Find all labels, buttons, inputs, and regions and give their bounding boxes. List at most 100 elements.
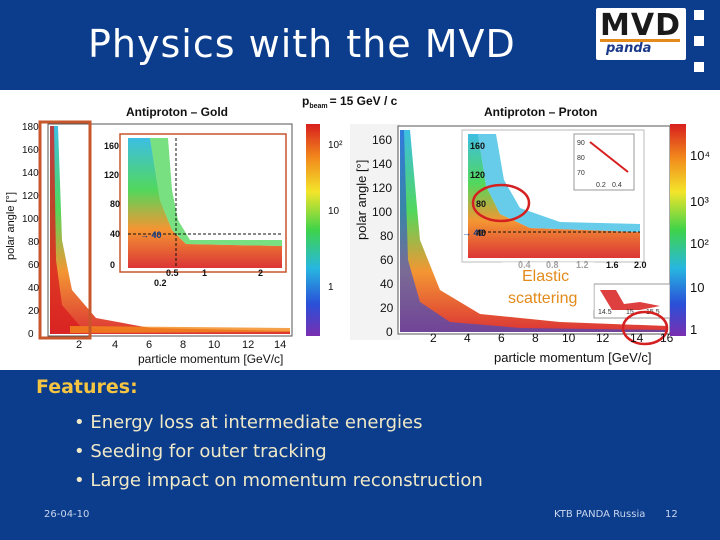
right-ytick: 0 [386, 325, 393, 339]
left-xtick: 10 [208, 339, 220, 351]
right-inset-xtick: 2.0 [634, 260, 647, 270]
left-x-ticks: 2 4 6 8 10 12 14 [76, 339, 286, 351]
right-ytick: 120 [372, 181, 392, 195]
left-xtick: 2 [76, 339, 82, 351]
list-item: Seeding for outer tracking [74, 437, 483, 466]
left-ytick: 120 [22, 191, 39, 202]
right-xtick: 6 [498, 331, 505, 345]
elastic-highlight-ellipse [621, 310, 669, 346]
left-highlight-box [38, 120, 92, 340]
left-inset-xtick: 0.5 [166, 268, 179, 278]
features-list: Energy loss at intermediate energies See… [74, 408, 483, 495]
right-colorbar-label: 10² [690, 236, 709, 251]
left-xtick: 4 [112, 339, 118, 351]
left-colorbar-label: 1 [328, 282, 334, 293]
right-inset-ytick: 40 [476, 228, 486, 238]
elastic-label-line2: scattering [508, 290, 577, 307]
left-inset-ytick: 120 [104, 170, 119, 180]
zoom-inset-xtick: 15 [626, 309, 634, 316]
small-inset-ytick: 70 [577, 170, 585, 177]
footer-page-number: 12 [665, 509, 678, 520]
footer-date: 26-04-10 [44, 509, 90, 520]
elastic-label-line1: Elastic [522, 268, 569, 285]
right-xtick: 14 [630, 331, 644, 345]
left-y-ticks: 0 20 40 60 80 100 120 140 160 180 [22, 122, 40, 340]
right-inset-ytick: 80 [476, 199, 486, 209]
physics-figure: Antiproton – Gold pbeam = 15 GeV / c → 40… [0, 90, 720, 370]
footer-org: KTB PANDA Russia [554, 509, 646, 520]
logo-sub-text: panda [606, 41, 652, 56]
right-ytick: 60 [380, 253, 394, 267]
small-inset-line [589, 141, 629, 173]
right-ylabel: polar angle [°] [354, 160, 369, 240]
left-heatmap-band [50, 126, 290, 334]
left-inset-ytick: 0 [110, 260, 115, 270]
left-xtick: 14 [274, 339, 286, 351]
left-xlabel: particle momentum [GeV/c] [138, 352, 283, 366]
right-y-ticks: 0 20 40 60 80 100 120 140 160 [372, 133, 394, 339]
right-ytick: 20 [380, 301, 394, 315]
left-inset-x-ticks: 0.5 1 2 0.2 [154, 268, 263, 288]
right-ytick: 40 [380, 277, 394, 291]
right-colorbar-label: 1 [690, 322, 697, 337]
panda-mvd-logo: MVD panda [596, 8, 686, 60]
left-plot-title: Antiproton – Gold [126, 105, 228, 119]
left-heatmap-core [50, 126, 120, 334]
left-inset-ytick: 40 [110, 229, 120, 239]
right-colorbar-label: 10 [690, 280, 704, 295]
left-inset-xtick: 2 [258, 268, 263, 278]
left-inset-arrow-label: → 40 [140, 230, 162, 240]
right-inset-xtick: 1.6 [606, 260, 619, 270]
left-ytick: 0 [28, 329, 34, 340]
inset-highlight-ellipse [471, 183, 531, 223]
logo-divider [600, 39, 680, 42]
decorative-dots [694, 10, 708, 88]
left-ytick: 160 [22, 145, 39, 156]
left-ytick: 20 [28, 306, 40, 317]
left-inset-ytick: 160 [104, 141, 119, 151]
right-colorbar-label: 10³ [690, 194, 709, 209]
left-inset-heatmap [128, 138, 282, 268]
zoom-inset-xtick: 14.5 [598, 309, 612, 316]
logo-main-text: MVD [600, 8, 681, 43]
right-ytick: 100 [372, 205, 392, 219]
left-ytick: 80 [28, 237, 40, 248]
left-ytick: 180 [22, 122, 39, 133]
right-colorbar-labels: 10⁴ 10³ 10² 10 1 [690, 148, 710, 337]
right-colorbar-label: 10⁴ [690, 148, 710, 163]
right-plot-title: Antiproton – Proton [484, 105, 597, 119]
right-xtick: 2 [430, 331, 437, 345]
small-inset-frame [573, 133, 635, 191]
left-heatmap-tail [70, 326, 290, 333]
right-colorbar [670, 124, 686, 336]
left-inset-extra-label: 0.2 [154, 278, 167, 288]
right-x-ticks: 2 4 6 8 10 12 14 16 [430, 331, 674, 345]
left-colorbar [306, 124, 320, 336]
left-ylabel: polar angle [°] [5, 192, 17, 260]
left-xtick: 8 [180, 339, 186, 351]
left-colorbar-label: 10² [328, 140, 343, 151]
right-inset-arrow-label: → 40 [462, 228, 484, 238]
left-inset-xtick: 1 [202, 268, 207, 278]
right-ytick: 80 [380, 229, 394, 243]
small-inset-xtick: 0.2 [596, 182, 606, 189]
right-inset-ytick: 160 [470, 141, 485, 151]
beam-label: pbeam = 15 GeV / c [302, 94, 398, 110]
right-inset-ytick: 120 [470, 170, 485, 180]
right-inset-y-ticks: 40 80 120 160 [470, 141, 486, 238]
small-inset-xtick: 0.4 [612, 182, 622, 189]
right-xtick: 4 [464, 331, 471, 345]
left-ytick: 100 [22, 214, 39, 225]
list-item: Energy loss at intermediate energies [74, 408, 483, 437]
left-colorbar-label: 10 [328, 206, 340, 217]
left-inset-band [150, 138, 282, 246]
right-ytick: 160 [372, 133, 392, 147]
zoom-inset-heatmap [600, 290, 660, 310]
left-ytick: 60 [28, 260, 40, 271]
left-xtick: 6 [146, 339, 152, 351]
features-heading: Features: [36, 376, 138, 398]
elastic-label-bg [502, 262, 594, 310]
right-xtick: 12 [596, 331, 610, 345]
left-inset-y-ticks: 0 40 80 120 160 [104, 141, 120, 270]
right-heatmap-core [400, 130, 668, 332]
